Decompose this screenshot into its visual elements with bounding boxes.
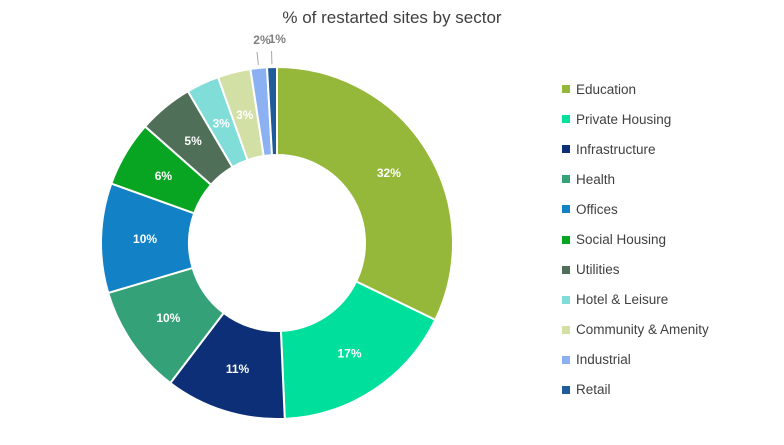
data-label-community-amenity: 3% <box>236 108 254 122</box>
legend-label: Offices <box>576 201 618 217</box>
slice-private-housing <box>279 280 437 420</box>
data-label-social-housing: 6% <box>155 169 173 183</box>
legend-swatch <box>562 145 570 154</box>
chart-title: % of restarted sites by sector <box>282 8 502 27</box>
leader-line <box>256 51 259 66</box>
legend-label: Utilities <box>576 262 620 278</box>
legend-item-industrial: Industrial <box>562 345 709 375</box>
data-label-private-housing: 17% <box>337 346 361 360</box>
legend-label: Hotel & Leisure <box>576 292 669 308</box>
legend-swatch <box>562 265 570 274</box>
data-label-health: 10% <box>156 311 180 325</box>
data-label-retail: 1% <box>269 32 287 46</box>
legend-swatch <box>562 385 570 394</box>
legend-label: Social Housing <box>576 232 667 248</box>
legend-swatch <box>562 295 570 304</box>
legend-item-infrastructure: Infrastructure <box>562 134 709 164</box>
data-label-infrastructure: 11% <box>226 362 250 376</box>
legend-swatch <box>562 115 570 124</box>
legend-label: Community & Amenity <box>576 322 709 338</box>
legend-label: Industrial <box>576 352 631 368</box>
legend-label: Education <box>576 81 637 97</box>
legend-item-retail: Retail <box>562 375 709 405</box>
legend-label: Infrastructure <box>576 141 656 157</box>
data-label-offices: 10% <box>133 232 157 246</box>
legend-item-hotel-leisure: Hotel & Leisure <box>562 285 709 315</box>
legend-label: Retail <box>576 382 611 398</box>
data-label-utilities: 5% <box>184 134 202 148</box>
legend-swatch <box>562 355 570 364</box>
slice-education <box>276 65 454 322</box>
legend-swatch <box>562 205 570 214</box>
legend-item-health: Health <box>562 164 709 194</box>
data-label-industrial: 2% <box>253 33 271 47</box>
data-label-education: 32% <box>377 166 401 180</box>
legend-item-social-housing: Social Housing <box>562 224 709 254</box>
legend-swatch <box>562 325 570 334</box>
legend-item-offices: Offices <box>562 194 709 224</box>
legend-item-education: Education <box>562 74 709 104</box>
legend-label: Private Housing <box>576 111 672 127</box>
legend-swatch <box>562 85 570 94</box>
legend-label: Health <box>576 171 616 187</box>
data-label-hotel-leisure: 3% <box>213 116 231 130</box>
legend-swatch <box>562 235 570 244</box>
legend-item-community-amenity: Community & Amenity <box>562 315 709 345</box>
legend-item-private-housing: Private Housing <box>562 104 709 134</box>
legend-swatch <box>562 175 570 184</box>
slice-retail <box>265 65 278 157</box>
legend-item-utilities: Utilities <box>562 255 709 285</box>
chart-legend: Education Private Housing Infrastructure He… <box>562 74 709 405</box>
